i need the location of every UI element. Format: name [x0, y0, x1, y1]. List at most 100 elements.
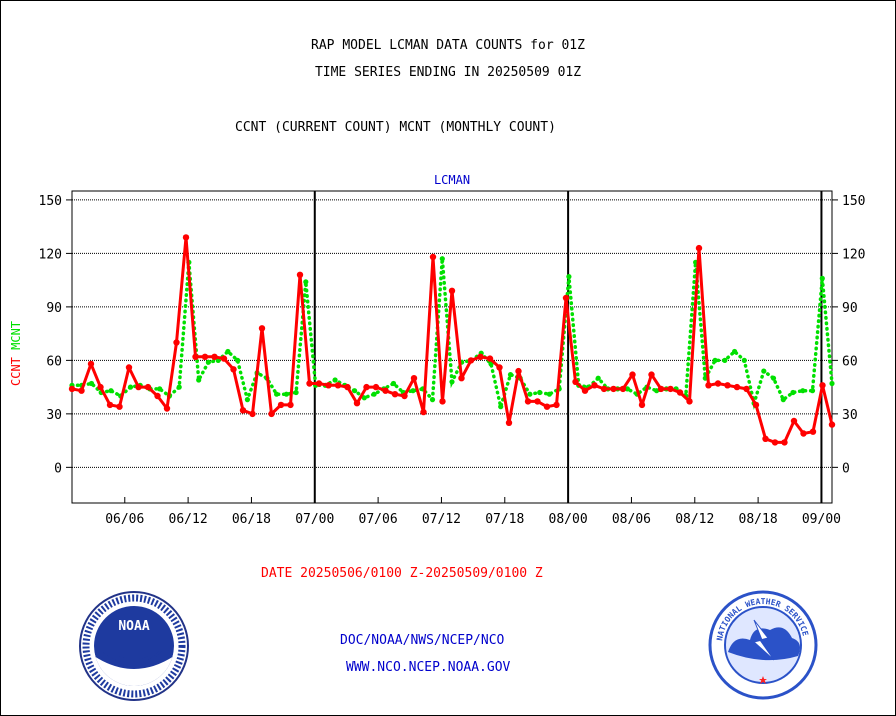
data-point [420, 408, 427, 416]
data-point [546, 391, 553, 397]
data-point [828, 421, 836, 428]
data-point [467, 357, 475, 364]
data-point [382, 387, 389, 394]
data-point [352, 388, 358, 394]
chart-title-line1: RAP MODEL LCMAN DATA COUNTS for 01Z [311, 38, 585, 53]
data-point [705, 382, 712, 389]
data-point [315, 380, 323, 387]
data-point [88, 380, 95, 387]
data-point [712, 357, 718, 363]
chart-subtitle: CCNT (CURRENT COUNT) MCNT (MONTHLY COUNT… [235, 120, 556, 135]
data-point [410, 388, 416, 394]
data-point [781, 439, 788, 446]
data-point [332, 377, 338, 383]
noaa-logo: NOAA [79, 591, 189, 701]
data-point [486, 355, 494, 362]
data-point [714, 380, 722, 387]
data-point [638, 401, 646, 409]
data-point [762, 435, 769, 442]
data-point [173, 339, 180, 346]
data-point [515, 367, 522, 375]
y-tick-label-left: 90 [46, 301, 62, 316]
data-point [296, 271, 304, 278]
data-point [283, 391, 289, 397]
data-point [809, 388, 816, 394]
x-tick-label: 08/06 [612, 512, 651, 527]
series-ccnt [68, 234, 836, 446]
data-point [306, 380, 313, 387]
data-point [800, 388, 806, 394]
data-point [724, 382, 731, 389]
data-point [235, 357, 241, 363]
data-point [344, 383, 351, 391]
data-point [524, 398, 532, 405]
data-point [303, 279, 309, 285]
data-point [477, 353, 484, 360]
y-axis-label-mcnt: MCNT [9, 321, 23, 350]
data-point [507, 372, 514, 378]
data-point [78, 387, 85, 394]
data-point [325, 382, 332, 389]
data-point [127, 384, 134, 390]
data-point [116, 403, 123, 410]
data-point [600, 385, 608, 393]
data-point [595, 375, 601, 381]
data-point [87, 360, 95, 368]
data-point [230, 366, 237, 373]
data-point [135, 383, 142, 391]
x-tick-label: 07/18 [485, 512, 524, 527]
data-point [695, 244, 703, 252]
y-tick-label-right: 30 [842, 408, 858, 423]
data-point [287, 401, 294, 409]
data-point [562, 294, 570, 302]
data-point [537, 389, 543, 396]
y-axis-label-ccnt: CCNT [9, 350, 23, 386]
x-tick-label: 07/00 [295, 512, 334, 527]
series-line [71, 235, 834, 444]
data-point [249, 410, 256, 418]
data-point [566, 274, 572, 280]
data-point [809, 428, 817, 435]
data-point [439, 398, 446, 405]
axes: 0 0 30 30 60 60 90 90 120 120 150 150 06/06 06/12 06/1… [9, 173, 865, 527]
data-point [676, 389, 684, 396]
data-point [201, 353, 209, 360]
org-path-link[interactable]: DOC/NOAA/NWS/NCEP/NCO [340, 633, 505, 648]
data-point [667, 385, 674, 393]
data-point [225, 348, 231, 355]
series-mcnt [69, 256, 835, 414]
data-point [829, 380, 835, 387]
data-point [439, 256, 445, 262]
data-point [244, 397, 250, 403]
x-tick-label: 08/12 [675, 512, 714, 527]
data-point [648, 371, 655, 378]
data-point [780, 397, 786, 403]
data-point [163, 405, 171, 412]
x-tick-label: 08/00 [549, 512, 588, 527]
data-point [448, 287, 456, 294]
data-point [410, 375, 418, 382]
data-point [371, 391, 377, 397]
data-point [334, 382, 342, 389]
data-point [220, 355, 228, 362]
data-point [496, 364, 503, 371]
data-point [154, 392, 161, 400]
y-tick-label-left: 0 [54, 461, 62, 476]
data-point [401, 392, 408, 400]
data-point [629, 371, 636, 378]
data-point [458, 375, 465, 382]
data-point [733, 383, 741, 391]
x-tick-label: 09/00 [802, 512, 841, 527]
data-point [97, 383, 104, 391]
data-point [205, 359, 211, 365]
data-point [361, 395, 367, 401]
website-link[interactable]: WWW.NCO.NCEP.NOAA.GOV [346, 660, 511, 675]
y-tick-label-left: 150 [39, 194, 62, 209]
y-tick-label-right: 150 [842, 194, 865, 209]
data-point [429, 397, 436, 403]
data-point [770, 375, 777, 381]
data-point [543, 403, 551, 410]
chart-title-line2: TIME SERIES ENDING IN 20250509 01Z [314, 65, 582, 80]
y-tick-label-right: 60 [842, 354, 858, 369]
data-point [498, 404, 504, 410]
